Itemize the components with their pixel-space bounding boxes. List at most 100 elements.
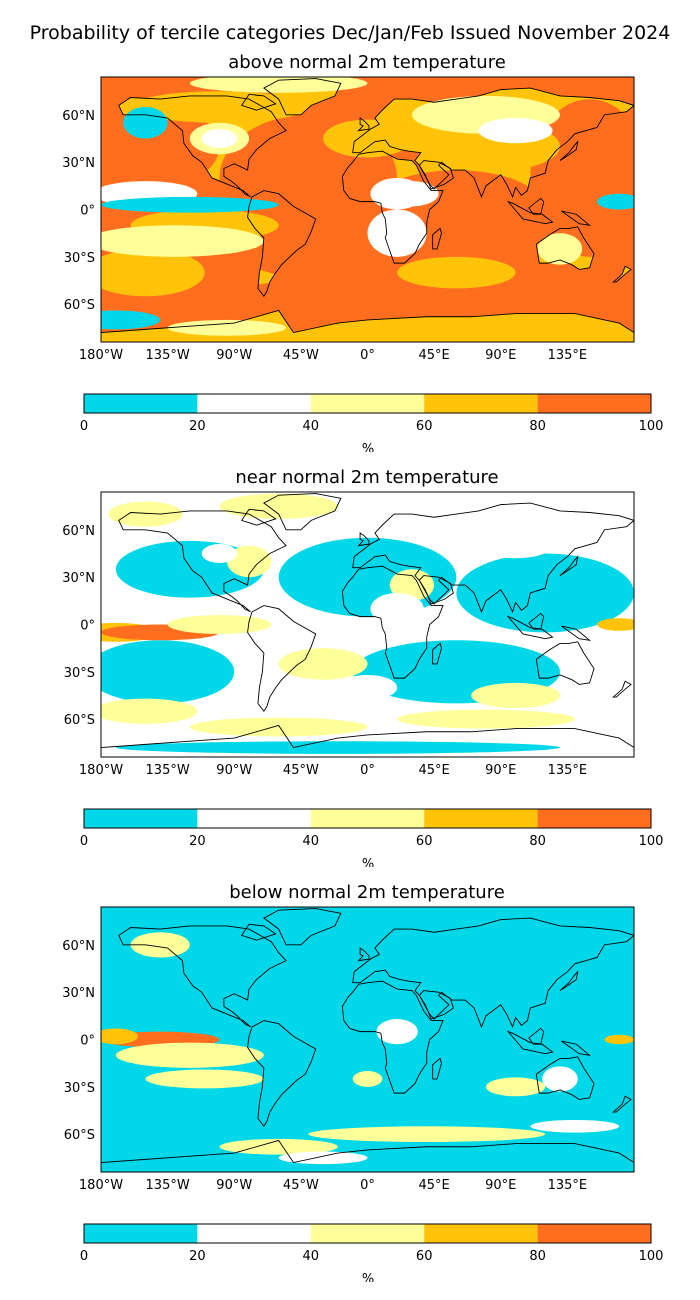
colorbar-tick-label: 0	[80, 1249, 88, 1264]
probability-region	[101, 196, 279, 213]
coastline-japan	[559, 140, 579, 161]
probability-region	[278, 648, 368, 680]
coastline-new-guinea	[561, 210, 592, 226]
coastline-indonesia	[506, 1030, 554, 1055]
probability-region	[596, 193, 634, 210]
lat-tick-label: 30°N	[62, 571, 95, 586]
lon-tick-label: 135°W	[146, 763, 190, 778]
coastline-new-zealand	[612, 265, 632, 283]
lon-tick-label: 135°W	[146, 348, 190, 363]
probability-region	[115, 741, 560, 754]
lat-tick-label: 30°S	[64, 1081, 95, 1096]
coastline-antarctica	[101, 309, 634, 342]
lat-tick-label: 60°S	[64, 713, 95, 728]
coastline-africa	[341, 980, 444, 1094]
colorbar-tick-label: 80	[529, 834, 546, 849]
colorbar-frame	[83, 1223, 652, 1244]
coastline-greenland	[263, 78, 342, 116]
coastline-madagascar	[432, 1057, 442, 1080]
lon-tick-label: 90°W	[216, 763, 252, 778]
coastline-borneo	[528, 612, 545, 630]
colorbar-segment	[84, 809, 198, 828]
probability-region	[471, 682, 560, 709]
map-near: 180°W 135°W 90°W 45°W 0° 45°E 90°E 135°E 60°N 30°…	[62, 491, 664, 867]
probability-region	[389, 569, 435, 601]
probability-region	[101, 1028, 139, 1045]
probability-region	[537, 233, 583, 265]
colorbar-segment	[197, 1224, 311, 1243]
coastline-greenland	[263, 493, 342, 531]
lat-tick-label: 0°	[80, 204, 95, 219]
probability-region	[397, 709, 575, 729]
probability-region	[376, 1018, 418, 1045]
map-above: 180°W 135°W 90°W 45°W 0° 45°E 90°E 135°E 60°N 30°…	[62, 76, 664, 452]
map-below: 180°W 135°W 90°W 45°W 0° 45°E 90°E 135°E 60°N 30°…	[62, 906, 663, 1282]
coastline-indonesia	[506, 200, 554, 225]
probability-region	[370, 177, 424, 210]
probability-region	[226, 545, 272, 578]
colorbar-tick-label: 40	[303, 419, 320, 434]
lat-tick-label: 30°N	[62, 156, 95, 171]
probability-region	[219, 493, 338, 519]
colorbar-segment	[424, 394, 538, 413]
map-frame	[100, 76, 635, 343]
panel-title: near normal 2m temperature	[235, 467, 499, 488]
coastline-north-america	[118, 510, 287, 613]
probability-region	[130, 932, 190, 958]
lon-tick-label: 90°E	[485, 1178, 516, 1193]
coastline-europe-asia	[352, 502, 634, 614]
panel-title: above normal 2m temperature	[228, 52, 506, 73]
coastline-greenland	[263, 908, 342, 946]
coastline-europe-asia	[352, 87, 634, 199]
colorbar-unit-label: %	[362, 442, 374, 452]
colorbar-tick-label: 100	[639, 419, 664, 434]
probability-region	[604, 1034, 634, 1045]
colorbar-segment	[424, 809, 538, 828]
coastline-australia	[535, 1056, 595, 1100]
lon-tick-label: 135°E	[548, 1178, 588, 1193]
coastline-arabia	[418, 990, 454, 1020]
colorbar-segment	[537, 394, 651, 413]
lat-tick-label: 60°N	[62, 939, 95, 954]
probability-region	[101, 248, 205, 297]
probability-region	[515, 269, 634, 308]
probability-region	[201, 544, 238, 563]
colorbar-segment	[424, 1224, 538, 1243]
probability-region	[308, 1126, 546, 1143]
colorbar-tick-label: 60	[416, 419, 433, 434]
colorbar-unit-label: %	[362, 857, 374, 867]
coastline-south-america	[247, 605, 317, 713]
probability-region	[101, 640, 235, 704]
lon-tick-label: 0°	[360, 1178, 375, 1193]
coastline-uk	[357, 947, 370, 962]
panel-near-normal: 180°W 135°W 90°W 45°W 0° 45°E 90°E 135°E 60°N 30°…	[0, 467, 700, 867]
lon-tick-label: 90°E	[485, 763, 516, 778]
coastline-uk	[357, 117, 370, 132]
coastline-new-zealand	[612, 1095, 632, 1113]
probability-region	[201, 129, 238, 148]
colorbar-segment	[84, 1224, 198, 1243]
coastline-antarctica	[101, 1139, 634, 1172]
lon-tick-label: 90°E	[485, 348, 516, 363]
coastline-madagascar	[432, 642, 442, 665]
colorbar-tick-label: 40	[303, 834, 320, 849]
lat-tick-label: 0°	[80, 619, 95, 634]
probability-region	[123, 106, 168, 139]
lon-tick-label: 45°W	[283, 1178, 319, 1193]
probability-region	[189, 77, 368, 93]
coastline-new-guinea	[561, 625, 592, 641]
lat-tick-label: 30°N	[62, 986, 95, 1001]
coastline-baffin	[240, 923, 277, 941]
colorbar-tick-label: 60	[416, 1249, 433, 1264]
lon-tick-label: 45°W	[283, 348, 319, 363]
lon-tick-label: 45°W	[283, 763, 319, 778]
probability-region	[130, 91, 309, 123]
lat-tick-label: 0°	[80, 1034, 95, 1049]
lat-tick-label: 60°N	[62, 524, 95, 539]
colorbar-segment	[537, 1224, 651, 1243]
probability-region	[115, 1042, 264, 1068]
colorbar-tick-label: 100	[639, 834, 664, 849]
colorbar-tick-label: 80	[529, 419, 546, 434]
lon-tick-label: 45°E	[418, 348, 449, 363]
coastline-south-america	[247, 1020, 317, 1128]
